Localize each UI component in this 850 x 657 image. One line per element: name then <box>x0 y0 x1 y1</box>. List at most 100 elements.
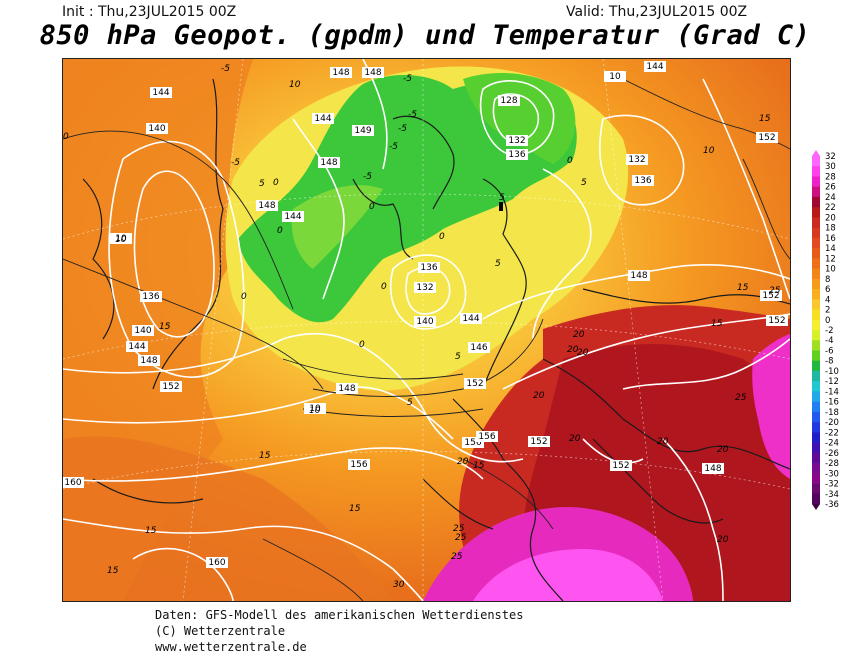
legend-swatch <box>812 248 820 259</box>
t-label: 0 <box>63 132 69 142</box>
t-label: -5 <box>408 110 417 120</box>
gp-label: 152 <box>756 132 778 143</box>
footer-copyright: (C) Wetterzentrale <box>155 624 286 638</box>
legend-swatch <box>812 309 820 321</box>
gp-label: 136 <box>140 291 162 302</box>
legend-swatch <box>812 278 820 290</box>
t-label: 15 <box>473 461 485 471</box>
t-label: 20 <box>717 445 729 455</box>
legend-swatch <box>812 237 820 249</box>
t-label: -5 <box>363 172 372 182</box>
legend-swatch <box>812 340 820 351</box>
svg-text:136: 136 <box>508 150 525 160</box>
gp-label: 148 <box>318 157 340 168</box>
legend-value: 18 <box>825 224 836 234</box>
gp-label: 149 <box>352 125 374 136</box>
legend-swatch <box>812 422 820 433</box>
t-label: 0 <box>273 178 279 188</box>
cold-region-green-light <box>291 185 383 269</box>
legend-value: -2 <box>825 326 833 336</box>
svg-text:156: 156 <box>464 438 481 448</box>
legend-value: 4 <box>825 295 830 305</box>
legend-value: 12 <box>825 254 836 264</box>
legend-value: -16 <box>825 398 839 408</box>
svg-text:148: 148 <box>704 464 721 474</box>
station-marker <box>499 202 503 211</box>
t-label: -5 <box>403 74 412 84</box>
gp-label: 148 <box>336 383 358 394</box>
temperature-legend: 32302826242220181614121086420-2-4-6-8-10… <box>812 150 839 510</box>
t-label: 15 <box>759 114 771 124</box>
t-label: 5 <box>495 259 501 269</box>
svg-text:148: 148 <box>630 271 647 281</box>
legend-value: 28 <box>825 172 836 182</box>
legend-value: 0 <box>825 316 830 326</box>
hot-region-pink-east <box>752 334 790 479</box>
svg-text:144: 144 <box>128 342 145 352</box>
t-label: 30 <box>393 580 405 590</box>
legend-swatch <box>812 473 820 485</box>
legend-swatch <box>812 391 820 403</box>
chart-title: 850 hPa Geopot. (gpdm) und Temperatur (G… <box>39 20 811 51</box>
t-label: 20 <box>657 437 669 447</box>
t-label: 5 <box>581 178 587 188</box>
gp-label: 128 <box>498 95 520 106</box>
svg-text:148: 148 <box>258 201 275 211</box>
t-label: 15 <box>737 283 749 293</box>
legend-arrow-top <box>812 150 820 156</box>
legend-swatch <box>812 319 820 331</box>
gp-label: 152 <box>760 290 782 301</box>
t-label: 25 <box>453 524 465 534</box>
t-label: 0 <box>369 202 375 212</box>
svg-text:128: 128 <box>500 96 517 106</box>
t-label: 25 <box>769 286 781 296</box>
svg-text:152: 152 <box>768 316 785 326</box>
legend-value: 26 <box>825 183 836 193</box>
legend-value: 24 <box>825 193 836 203</box>
gp-label: 144 <box>282 211 304 222</box>
legend-swatch <box>812 330 820 341</box>
gp-label: 10 <box>304 403 326 414</box>
gp-label: 144 <box>460 313 482 324</box>
legend-value: 30 <box>825 162 836 172</box>
t-label: 5 <box>259 179 265 189</box>
weather-map: 144 140 148 148 149 144 148 148 136 140 … <box>62 58 791 602</box>
init-time: Init : Thu,23JUL2015 00Z <box>62 4 237 20</box>
legend-value: 8 <box>825 275 830 285</box>
valid-time: Valid: Thu,23JUL2015 00Z <box>566 4 748 20</box>
legend-value: 10 <box>825 265 836 275</box>
svg-text:160: 160 <box>64 478 81 488</box>
gp-label: 156 <box>348 459 370 470</box>
svg-text:152: 152 <box>466 379 483 389</box>
legend-value: -32 <box>825 480 839 490</box>
gp-label: 140 <box>414 316 436 327</box>
svg-text:144: 144 <box>284 212 301 222</box>
gp-label: 152 <box>610 460 632 471</box>
legend-value: -4 <box>825 336 833 346</box>
legend-value: 20 <box>825 213 836 223</box>
t-label: 25 <box>451 552 463 562</box>
svg-text:132: 132 <box>508 136 525 146</box>
gp-label: 152 <box>528 436 550 447</box>
legend-value: -36 <box>825 500 839 510</box>
legend-swatch <box>812 350 820 362</box>
legend-swatch <box>812 442 820 454</box>
cold-region-green-north <box>463 73 576 164</box>
footer-data-source: Daten: GFS-Modell des amerikanischen Wet… <box>155 608 524 622</box>
t-label: 15 <box>145 526 157 536</box>
cold-region-green <box>238 74 577 323</box>
t-label: 20 <box>533 391 545 401</box>
t-label: 20 <box>577 348 589 358</box>
gp-label: 10 <box>604 71 626 82</box>
legend-values: 32302826242220181614121086420-2-4-6-8-10… <box>825 152 839 510</box>
t-label: 20 <box>573 330 585 340</box>
legend-swatch <box>812 268 820 280</box>
t-label: 0 <box>241 292 247 302</box>
legend-swatch <box>812 401 820 413</box>
legend-value: 32 <box>825 152 836 162</box>
svg-text:136: 136 <box>420 263 437 273</box>
legend-value: -12 <box>825 377 839 387</box>
gp-label: 144 <box>150 87 172 98</box>
svg-text:132: 132 <box>416 283 433 293</box>
gp-label: 148 <box>702 463 724 474</box>
